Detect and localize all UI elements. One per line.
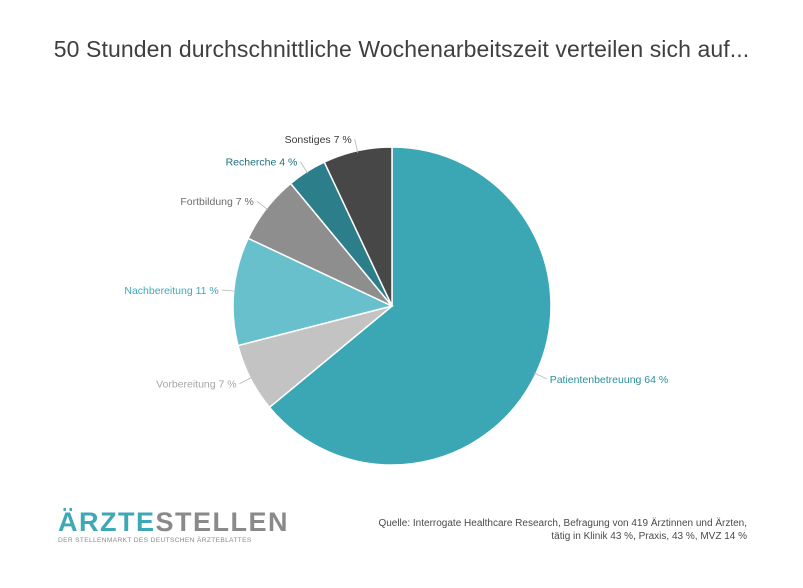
source-line-2: tätig in Klinik 43 %, Praxis, 43 %, MVZ … — [551, 531, 747, 542]
source-line-1: Quelle: Interrogate Healthcare Research,… — [378, 518, 747, 529]
logo-tagline: DER STELLENMARKT DES DEUTSCHEN ÄRZTEBLAT… — [58, 537, 252, 544]
label-recherche: Recherche 4 % — [226, 157, 298, 169]
label-fortbildung: Fortbildung 7 % — [180, 196, 254, 208]
label-sonstiges: Sonstiges 7 % — [285, 134, 352, 146]
leader-nachbereitung — [221, 289, 236, 292]
chart-title: 50 Stunden durchschnittliche Wochenarbei… — [53, 36, 750, 62]
logo-wordmark: ÄRZTESTELLEN — [58, 507, 288, 537]
leader-fortbildung — [256, 200, 269, 211]
logo-part-stellen: STELLEN — [155, 507, 290, 537]
leader-patientenbetreuung — [533, 372, 547, 380]
leader-sonstiges — [354, 139, 359, 153]
label-patientenbetreuung: Patientenbetreuung 64 % — [550, 374, 669, 386]
source-note: Quelle: Interrogate Healthcare Research,… — [378, 517, 747, 543]
leader-vorbereitung — [239, 376, 253, 384]
label-vorbereitung: Vorbereitung 7 % — [156, 379, 237, 391]
logo: ÄRZTESTELLEN DER STELLENMARKT DES DEUTSC… — [58, 507, 288, 544]
leader-recherche — [300, 161, 309, 174]
logo-part-aerzte: ÄRZTE — [58, 507, 156, 537]
label-nachbereitung: Nachbereitung 11 % — [124, 285, 218, 297]
